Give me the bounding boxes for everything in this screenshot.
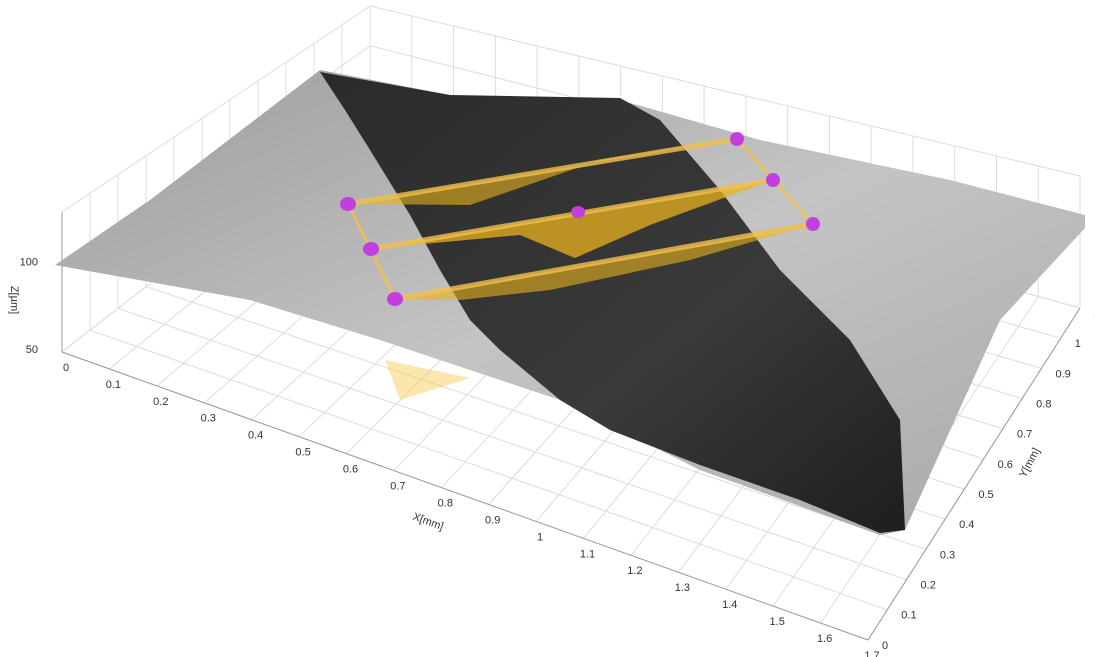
box-edge [369,5,1081,177]
floor-grid-line [145,286,926,550]
x-tick-label: 1.2 [627,565,642,577]
marker [340,197,356,211]
x-tick-label: 0.5 [295,447,310,459]
x-tick-label: 1.4 [722,599,737,611]
y-tick-label: 0.7 [1017,429,1032,441]
box-edge [61,5,371,213]
floor-grid-line [117,307,907,581]
z-axis-label: Z[µm] [8,286,20,314]
marker [571,206,585,218]
marker [363,242,379,256]
y-tick-label: 0.8 [1036,398,1051,410]
y-axis-label: Y[mm] [1017,446,1043,480]
x-tick-label: 0.6 [343,464,358,476]
profile-line [347,136,738,207]
markers [340,132,820,306]
x-tick-label: 1 [537,531,543,543]
x-tick-label: 1.5 [770,616,785,628]
floor-grid-line [89,329,888,611]
x-axis-label: X[mm] [411,511,445,533]
y-tick-label: 0.5 [978,489,993,501]
y-tick-label: 0.4 [959,519,974,531]
z-tick-label: 50 [26,344,38,356]
y-tick-label: 0.9 [1055,368,1070,380]
y-tick-label: 0 [882,640,888,652]
x-tick-label: 0.4 [248,430,263,442]
shadow-plane [385,360,470,400]
x-tick-label: 1.7 [864,650,879,657]
x-tick-label: 0.3 [201,413,216,425]
x-tick-label: 0.7 [390,480,405,492]
x-tick-label: 0.2 [153,396,168,408]
profile-lines [346,136,815,302]
y-tick-label: 0.1 [901,610,916,622]
x-tick-label: 1.1 [580,548,595,560]
x-tick-label: 1.6 [817,633,832,645]
axis-line [867,307,1081,641]
y-tick-label: 0.6 [998,459,1013,471]
axis-line [61,351,869,641]
marker [806,217,820,231]
marker [730,132,744,146]
y-tick-label: 1 [1075,338,1081,350]
x-tick-label: 0.1 [106,379,121,391]
profile-line [394,221,814,302]
x-tick-label: 0.8 [438,497,453,509]
marker [766,173,780,187]
x-tick-label: 0 [63,362,69,374]
x-tick-label: 1.3 [675,582,690,594]
marker [387,292,403,306]
x-tick-label: 0.9 [485,514,500,526]
surface [55,70,1085,535]
y-tick-label: 0.3 [940,549,955,561]
z-tick-label: 100 [20,256,38,268]
y-tick-label: 0.2 [921,580,936,592]
